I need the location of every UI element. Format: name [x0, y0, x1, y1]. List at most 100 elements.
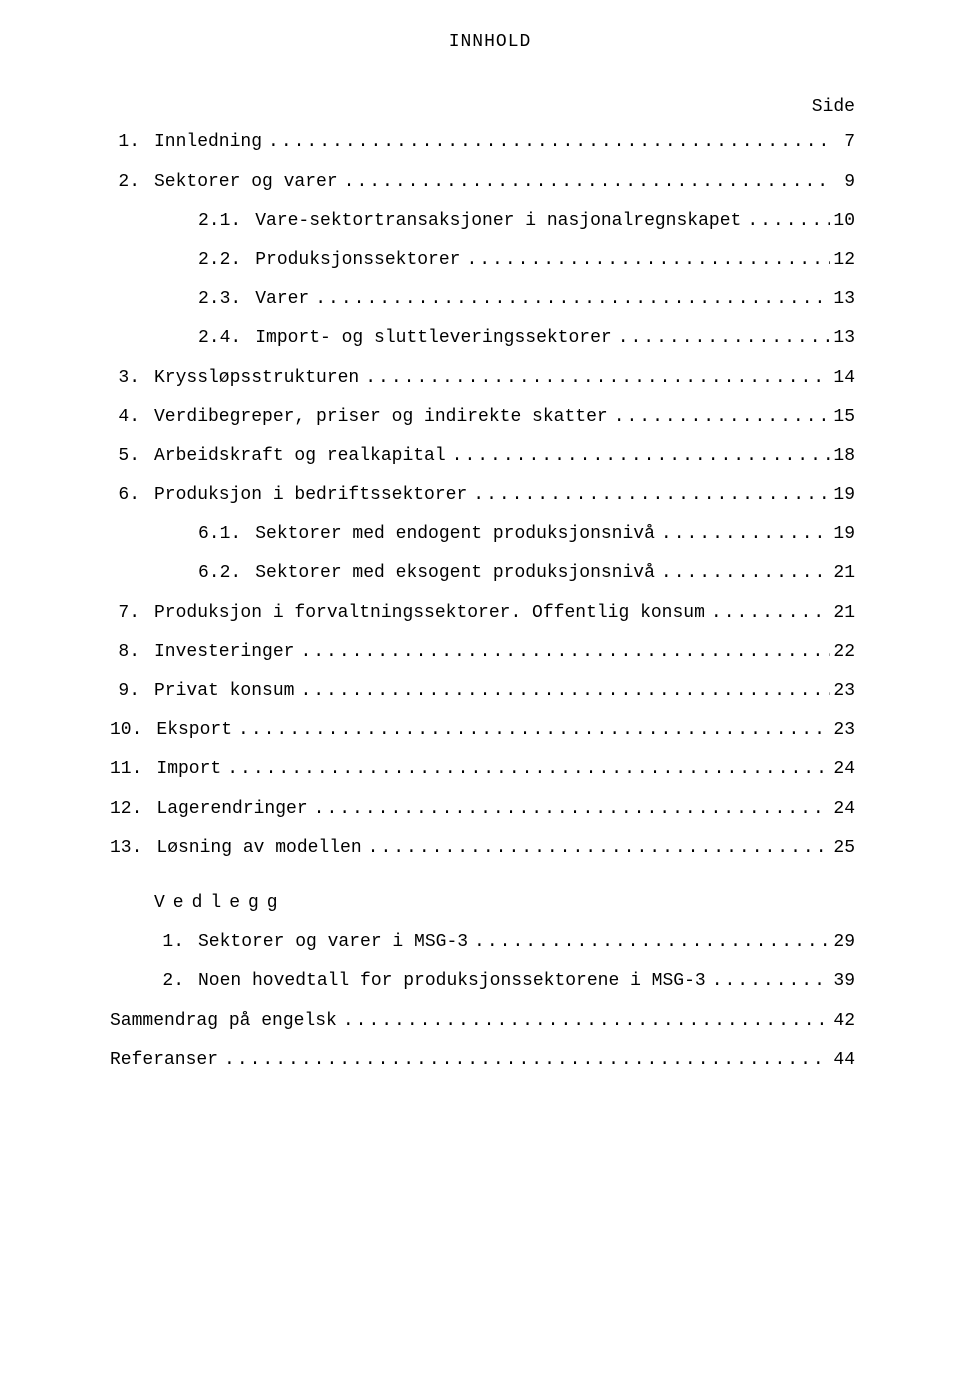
toc-entry: 7.Produksjon i forvaltningssektorer. Off… [110, 601, 870, 626]
vedlegg-heading: Vedlegg [110, 891, 870, 916]
toc-number: 8. [110, 640, 154, 665]
toc-number: 13. [110, 836, 156, 861]
toc-leader-dots: ........................................… [460, 248, 830, 273]
toc-text: Sektorer med eksogent produksjonsnivå [255, 561, 655, 586]
toc-text: Sektorer og varer [154, 170, 338, 195]
toc-leader-dots: ........................................… [467, 483, 830, 508]
toc-page-number: 25 [830, 836, 870, 861]
toc-page-number: 22 [830, 640, 870, 665]
toc-main: 1.Innledning............................… [110, 130, 870, 861]
toc-leader-dots: ........................................… [362, 836, 830, 861]
toc-number: 4. [110, 405, 154, 430]
toc-leader-dots: ........................................… [221, 757, 830, 782]
toc-text: Arbeidskraft og realkapital [154, 444, 446, 469]
toc-text: Investeringer [154, 640, 294, 665]
toc-text: Sektorer med endogent produksjonsnivå [255, 522, 655, 547]
toc-page-number: 23 [830, 679, 870, 704]
toc-entry: 6.1.Sektorer med endogent produksjonsniv… [110, 522, 870, 547]
toc-number: 9. [110, 679, 154, 704]
toc-leader-dots: ........................................… [232, 718, 830, 743]
toc-page-number: 15 [830, 405, 870, 430]
toc-number: 1. [154, 930, 198, 955]
toc-text: Kryssløpsstrukturen [154, 366, 359, 391]
toc-number: 6.1. [198, 522, 255, 547]
toc-number: 2. [110, 170, 154, 195]
toc-entry: 6.Produksjon i bedriftssektorer.........… [110, 483, 870, 508]
toc-vedlegg: 1.Sektorer og varer i MSG-3.............… [110, 930, 870, 1073]
toc-leader-dots: ........................................… [359, 366, 830, 391]
toc-leader-dots: ........................................… [741, 209, 830, 234]
toc-page-number: 13 [830, 287, 870, 312]
toc-page-number: 42 [830, 1009, 870, 1034]
toc-leader-dots: ........................................… [706, 969, 830, 994]
toc-number: 7. [110, 601, 154, 626]
toc-text: Varer [255, 287, 309, 312]
toc-entry: Referanser..............................… [110, 1048, 870, 1073]
page-title: INNHOLD [110, 30, 870, 55]
toc-page-number: 7 [830, 130, 870, 155]
toc-leader-dots: ........................................… [218, 1048, 830, 1073]
toc-leader-dots: ........................................… [337, 1009, 830, 1034]
toc-leader-dots: ........................................… [468, 930, 830, 955]
toc-number: 11. [110, 757, 156, 782]
page-column-header: Side [110, 95, 870, 120]
toc-entry: 13.Løsning av modellen..................… [110, 836, 870, 861]
toc-number: 1. [110, 130, 154, 155]
toc-leader-dots: ........................................… [655, 561, 830, 586]
toc-number: 6.2. [198, 561, 255, 586]
toc-entry: 1.Sektorer og varer i MSG-3.............… [110, 930, 870, 955]
toc-entry: 8.Investeringer.........................… [110, 640, 870, 665]
toc-leader-dots: ........................................… [338, 170, 830, 195]
toc-entry: 2.4.Import- og sluttleveringssektorer...… [110, 326, 870, 351]
toc-text: Referanser [110, 1048, 218, 1073]
toc-page-number: 19 [830, 522, 870, 547]
toc-text: Import- og sluttleveringssektorer [255, 326, 611, 351]
toc-entry: 1.Innledning............................… [110, 130, 870, 155]
toc-page-number: 12 [830, 248, 870, 273]
toc-leader-dots: ........................................… [446, 444, 830, 469]
toc-text: Produksjonssektorer [255, 248, 460, 273]
toc-text: Eksport [156, 718, 232, 743]
toc-leader-dots: ........................................… [294, 640, 830, 665]
toc-page-number: 21 [830, 601, 870, 626]
toc-text: Noen hovedtall for produksjonssektorene … [198, 969, 706, 994]
toc-leader-dots: ........................................… [655, 522, 830, 547]
toc-page-number: 23 [830, 718, 870, 743]
toc-number: 12. [110, 797, 156, 822]
toc-number: 6. [110, 483, 154, 508]
toc-page-number: 9 [830, 170, 870, 195]
toc-leader-dots: ........................................… [608, 405, 830, 430]
toc-leader-dots: ........................................… [612, 326, 830, 351]
toc-page-number: 24 [830, 757, 870, 782]
toc-page-number: 24 [830, 797, 870, 822]
toc-page-number: 14 [830, 366, 870, 391]
toc-entry: 12.Lagerendringer.......................… [110, 797, 870, 822]
toc-entry: 9.Privat konsum.........................… [110, 679, 870, 704]
toc-leader-dots: ........................................… [262, 130, 830, 155]
toc-number: 5. [110, 444, 154, 469]
toc-text: Sektorer og varer i MSG-3 [198, 930, 468, 955]
toc-entry: Sammendrag på engelsk...................… [110, 1009, 870, 1034]
toc-entry: 2.2.Produksjonssektorer.................… [110, 248, 870, 273]
toc-leader-dots: ........................................… [705, 601, 830, 626]
toc-entry: 5.Arbeidskraft og realkapital...........… [110, 444, 870, 469]
toc-number: 2. [154, 969, 198, 994]
toc-entry: 2.Noen hovedtall for produksjonssektoren… [110, 969, 870, 994]
toc-number: 10. [110, 718, 156, 743]
toc-entry: 11.Import...............................… [110, 757, 870, 782]
toc-text: Innledning [154, 130, 262, 155]
toc-text: Vare-sektortransaksjoner i nasjonalregns… [255, 209, 741, 234]
toc-text: Løsning av modellen [156, 836, 361, 861]
toc-entry: 2.1.Vare-sektortransaksjoner i nasjonalr… [110, 209, 870, 234]
toc-page-number: 29 [830, 930, 870, 955]
toc-entry: 10.Eksport..............................… [110, 718, 870, 743]
toc-text: Lagerendringer [156, 797, 307, 822]
toc-entry: 3.Kryssløpsstrukturen...................… [110, 366, 870, 391]
toc-number: 2.3. [198, 287, 255, 312]
toc-number: 2.2. [198, 248, 255, 273]
toc-leader-dots: ........................................… [308, 797, 830, 822]
toc-text: Produksjon i forvaltningssektorer. Offen… [154, 601, 705, 626]
toc-page-number: 44 [830, 1048, 870, 1073]
toc-entry: 2.3.Varer...............................… [110, 287, 870, 312]
toc-text: Verdibegreper, priser og indirekte skatt… [154, 405, 608, 430]
